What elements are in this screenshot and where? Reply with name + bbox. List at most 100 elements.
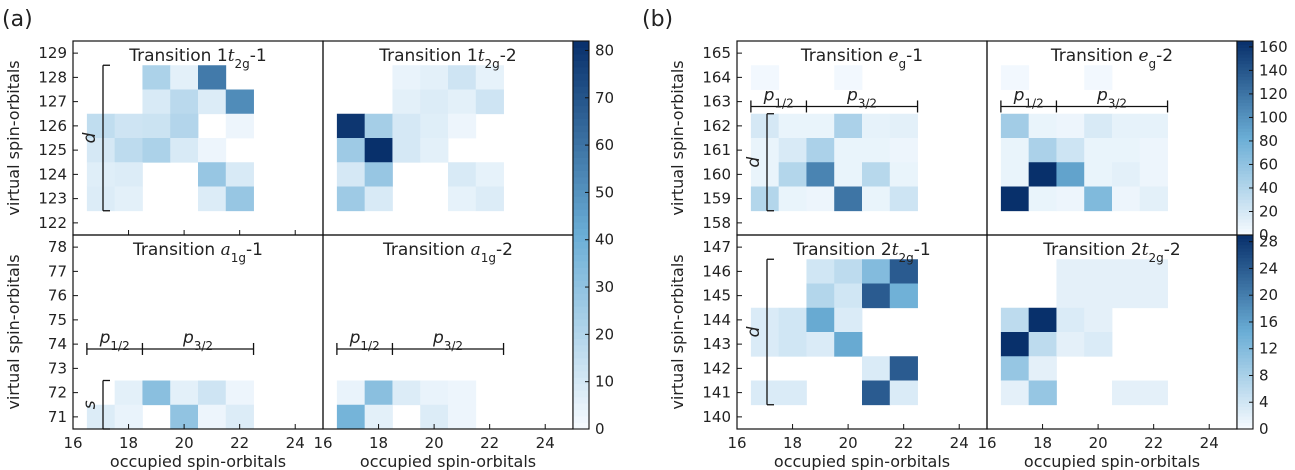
heatmap-cell: [86, 404, 116, 430]
colorbar-step: [1237, 131, 1253, 136]
y-tick-label: 127: [38, 93, 67, 111]
y-tick-label: 158: [702, 214, 731, 232]
colorbar-step: [1237, 83, 1253, 87]
heatmap-cell: [1000, 356, 1030, 381]
colorbar-tick-label: 0: [1259, 226, 1269, 244]
heatmap-cell: [1000, 138, 1030, 163]
subplot-title: Transition 2t2g-1: [792, 240, 931, 265]
y-tick-label: 160: [702, 165, 731, 183]
heatmap-cell: [1112, 113, 1141, 139]
y-tick-label: 146: [702, 262, 731, 280]
heatmap-cell: [86, 162, 116, 187]
colorbar-step: [1237, 257, 1253, 262]
colorbar-step: [1237, 425, 1253, 430]
colorbar-step: [1237, 173, 1253, 178]
heatmap-cell: [834, 259, 863, 284]
colorbar-tick-label: 50: [595, 183, 614, 201]
colorbar-step: [1237, 95, 1253, 100]
y-tick-label: 122: [38, 214, 67, 232]
y-tick-label: 77: [48, 262, 67, 280]
colorbar-tick-label: 8: [1259, 366, 1269, 384]
heatmap-cell: [142, 380, 171, 406]
colorbar-step: [1237, 47, 1253, 52]
colorbar-step: [1237, 44, 1253, 48]
colorbar-step: [1237, 70, 1253, 74]
heatmap-cell: [336, 162, 366, 187]
heatmap-cell: [834, 138, 863, 163]
colorbar-step: [573, 273, 589, 281]
x-tick-label: 16: [727, 434, 746, 452]
colorbar-step: [1237, 338, 1253, 343]
colorbar-step: [1237, 409, 1253, 414]
heatmap-cell: [889, 356, 918, 381]
colorbar-step: [1237, 125, 1253, 129]
heatmap-cell: [142, 113, 171, 139]
heatmap-cell: [1056, 186, 1085, 212]
colorbar-step: [1237, 364, 1253, 369]
colorbar-tick-label: 60: [1259, 155, 1278, 173]
colorbar-step: [573, 338, 589, 346]
heatmap-b-bottom-left: Transition 2t2g-1 140 141 142 143 144 145 146 14…: [702, 234, 988, 452]
x-tick-label: 20: [425, 434, 444, 452]
heatmap-cell: [448, 186, 477, 212]
subplot-title: Transition 2t2g-2: [1042, 240, 1181, 265]
colorbar-step: [573, 79, 589, 87]
heatmap-cell: [448, 113, 477, 139]
colorbar-tick-label: 60: [595, 136, 614, 154]
colorbar-step: [1237, 361, 1253, 365]
colorbar-b-eg: 0 20 40 60 80 100 120 140 160: [1236, 38, 1288, 244]
colorbar-tick-label: 160: [1259, 38, 1288, 56]
colorbar-step: [573, 286, 589, 294]
heatmap-cell: [889, 186, 918, 212]
heatmap-cell: [778, 162, 807, 187]
y-tick-label: 128: [38, 68, 67, 86]
heatmap-cell: [336, 138, 366, 163]
heatmap-cell: [1139, 162, 1168, 187]
heatmap-cell: [834, 307, 863, 333]
colorbar-step: [573, 299, 589, 307]
colorbar-step: [1237, 228, 1253, 233]
colorbar-step: [1237, 286, 1253, 291]
colorbar-step: [1237, 341, 1253, 346]
colorbar-tick-label: 80: [1259, 132, 1278, 150]
heatmap-cell: [198, 65, 227, 90]
y-axis-label: virtual spin-orbitals: [668, 254, 687, 409]
colorbar-tick-label: 140: [1259, 61, 1288, 79]
heatmap-cell: [806, 138, 835, 163]
heatmap-cell: [1000, 65, 1030, 90]
heatmap-cell: [420, 380, 449, 406]
heatmap-cell: [834, 162, 863, 187]
colorbar-step: [1237, 306, 1253, 310]
colorbar-step: [573, 189, 589, 197]
heatmap-cell: [778, 380, 807, 406]
heatmap-a-bottom-left: Transition a1g-1 71 72 73 74 75 76 77 78 16 18 20 22…: [48, 234, 324, 452]
colorbar-step: [1237, 76, 1253, 81]
x-tick-label: 22: [230, 434, 249, 452]
y-tick-label: 144: [702, 311, 731, 329]
bracket-label: p3/2: [846, 85, 877, 110]
colorbar-step: [573, 332, 589, 339]
y-tick-label: 76: [48, 287, 67, 305]
heatmap-cell: [198, 138, 227, 163]
y-tick-label: 123: [38, 190, 67, 208]
colorbar-step: [573, 118, 589, 126]
heatmap-cell: [1028, 307, 1057, 333]
heatmap-cell: [170, 380, 199, 406]
colorbar-step: [1237, 222, 1253, 226]
x-tick-label: 20: [1089, 434, 1108, 452]
y-tick-label: 71: [48, 408, 67, 426]
heatmap-cell: [1084, 113, 1113, 139]
heatmap-cell: [862, 162, 891, 187]
colorbar-step: [573, 125, 589, 133]
colorbar-step: [573, 183, 589, 191]
colorbar-step: [573, 99, 589, 107]
colorbar-step: [1237, 180, 1253, 184]
y-axis-label: virtual spin-orbitals: [4, 60, 23, 215]
colorbar-step: [573, 422, 589, 430]
heatmap-cell: [889, 138, 918, 163]
heatmap-cell: [1084, 259, 1113, 284]
colorbar-step: [573, 357, 589, 365]
heatmap-cell: [1084, 332, 1113, 357]
colorbar-step: [1237, 289, 1253, 294]
